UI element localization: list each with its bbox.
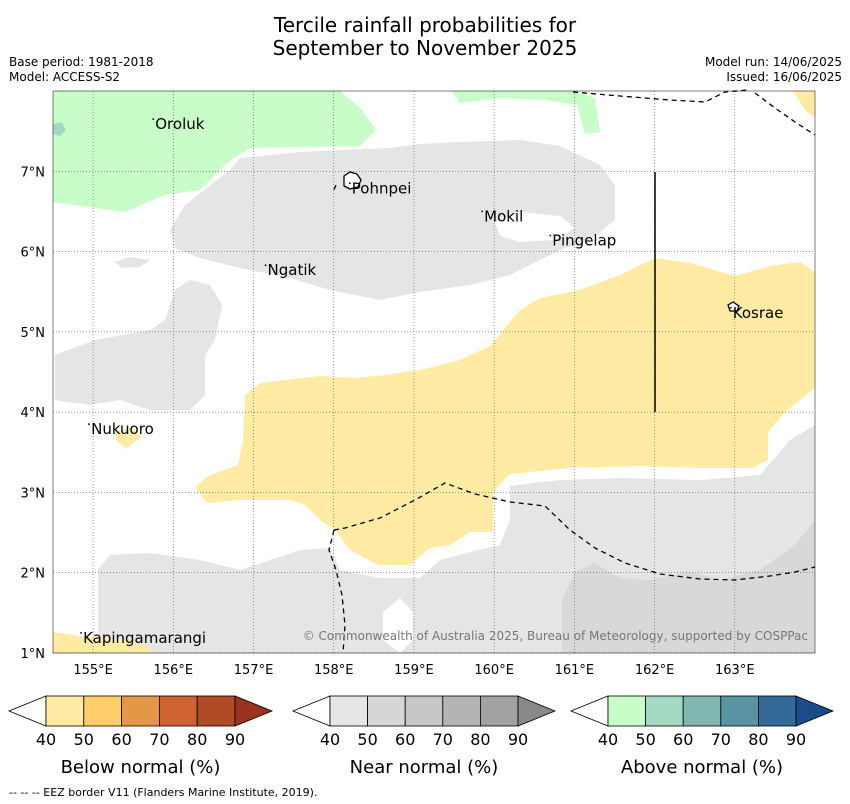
colorbar-tick-label: 80 xyxy=(748,730,768,749)
place-label-kosrae: Kosrae xyxy=(733,304,784,322)
colorbar-segment xyxy=(329,695,368,727)
place-marker xyxy=(80,632,82,634)
lat-tick-label: 6°N xyxy=(21,246,46,261)
near-normal-region-north xyxy=(170,140,615,300)
place-label-nukuoro: Nukuoro xyxy=(91,420,154,438)
place-labels: Oroluk Pohnpei Mokil Pingelap Ngatik Kosrae Nu… xyxy=(80,115,783,647)
colorbar-low-extension xyxy=(569,695,609,727)
colorbar-segment xyxy=(83,695,123,727)
colorbar-segment xyxy=(758,695,797,727)
model-name: Model: ACCESS-S2 xyxy=(9,70,121,84)
colorbar-low-extension xyxy=(291,695,331,727)
colorbar-segment xyxy=(367,695,406,727)
place-label-mokil: Mokil xyxy=(484,207,523,225)
lon-tick-label: 160°E xyxy=(474,663,514,678)
lon-tick-label: 157°E xyxy=(234,663,274,678)
colorbar-tick-label: 50 xyxy=(635,730,655,749)
colorbar-tick-label: 90 xyxy=(225,730,245,749)
lat-tick-label: 3°N xyxy=(21,486,46,501)
lat-tick-label: 1°N xyxy=(21,647,46,662)
colorbar-segment xyxy=(682,695,722,727)
lat-tick-label: 4°N xyxy=(21,406,46,421)
colorbar-title: Near normal (%) xyxy=(350,757,499,778)
colorbar-segment xyxy=(645,695,684,727)
colorbar-tick-label: 40 xyxy=(598,730,618,749)
place-label-pingelap: Pingelap xyxy=(552,232,616,250)
place-marker xyxy=(348,182,351,185)
lon-tick-label: 156°E xyxy=(154,663,194,678)
axis-ticks: 155°E 156°E 157°E 158°E 159°E 160°E 161°E 162°E… xyxy=(21,165,755,678)
place-marker xyxy=(729,306,732,309)
lon-tick-label: 161°E xyxy=(555,663,595,678)
place-marker xyxy=(88,423,90,426)
title-line-1: Tercile rainfall probabilities for xyxy=(273,13,577,37)
colorbar-segment xyxy=(442,695,481,727)
colorbar-high-extension xyxy=(795,695,835,727)
colorbar-high-extension xyxy=(517,695,557,727)
eez-borders xyxy=(328,89,816,654)
place-label-ngatik: Ngatik xyxy=(268,261,317,279)
colorbar-tick-label: 70 xyxy=(711,730,731,749)
colorbar-tick-label: 40 xyxy=(36,730,56,749)
lon-tick-label: 158°E xyxy=(314,663,354,678)
lon-tick-label: 155°E xyxy=(73,663,113,678)
issued-date: Issued: 16/06/2025 xyxy=(726,70,842,84)
colorbar-tick-label: 50 xyxy=(74,730,94,749)
place-label-pohnpei: Pohnpei xyxy=(352,179,412,197)
colorbar-tick-label: 80 xyxy=(187,730,207,749)
colorbar-low-extension xyxy=(7,695,47,727)
colorbar-segment xyxy=(158,695,198,727)
base-period: Base period: 1981-2018 xyxy=(9,55,154,69)
colorbar-segment xyxy=(404,695,444,727)
colorbar-tick-label: 90 xyxy=(786,730,806,749)
colorbar-segment xyxy=(479,695,519,727)
above-normal-region-northwest xyxy=(53,91,376,212)
place-label-kapingamarangi: Kapingamarangi xyxy=(83,629,206,647)
colorbar-tick-label: 70 xyxy=(433,730,453,749)
colorbar-tick-label: 50 xyxy=(357,730,377,749)
colorbar-title: Below normal (%) xyxy=(61,757,221,778)
below-normal-region-central xyxy=(195,258,815,565)
colorbar-segment xyxy=(196,695,236,727)
pohnpei-island-outline xyxy=(343,171,362,190)
eez-footnote: -- -- -- EEZ border V11 (Flanders Marine… xyxy=(9,786,318,799)
colorbar-2: 40 50 60 70 80 90 Near normal (%) xyxy=(291,695,557,778)
colorbar-segment xyxy=(720,695,759,727)
lon-tick-label: 159°E xyxy=(394,663,434,678)
lon-tick-label: 163°E xyxy=(715,663,755,678)
probability-field xyxy=(53,91,815,653)
place-marker xyxy=(264,264,267,267)
place-marker xyxy=(481,210,484,213)
colorbar-tick-label: 60 xyxy=(111,730,131,749)
colorbar-title: Above normal (%) xyxy=(621,757,783,778)
colorbar-segment xyxy=(45,695,85,727)
title-line-2: September to November 2025 xyxy=(272,36,578,60)
copyright-credit: © Commonwealth of Australia 2025, Bureau… xyxy=(303,629,808,643)
colorbar-high-extension xyxy=(234,695,274,727)
above-normal-region-north xyxy=(452,91,600,134)
colorbar-tick-label: 60 xyxy=(395,730,415,749)
place-label-oroluk: Oroluk xyxy=(155,115,204,133)
map-frame xyxy=(52,90,816,654)
colorbar-segment xyxy=(607,695,646,727)
place-marker xyxy=(152,118,155,120)
near-normal-region-west xyxy=(55,280,222,410)
colorbar-tick-label: 40 xyxy=(320,730,340,749)
lon-tick-label: 162°E xyxy=(635,663,675,678)
colorbar-tick-label: 80 xyxy=(470,730,490,749)
model-run-date: Model run: 14/06/2025 xyxy=(704,55,842,69)
colorbar-tick-label: 90 xyxy=(508,730,528,749)
lat-tick-label: 5°N xyxy=(21,326,46,341)
colorbar-segment xyxy=(121,695,160,727)
colorbar-tick-label: 70 xyxy=(149,730,169,749)
kosrae-island-outline xyxy=(727,301,740,312)
place-marker xyxy=(549,234,552,237)
lat-tick-label: 7°N xyxy=(21,165,46,180)
colorbar-tick-label: 60 xyxy=(673,730,693,749)
lat-tick-label: 2°N xyxy=(21,567,46,582)
